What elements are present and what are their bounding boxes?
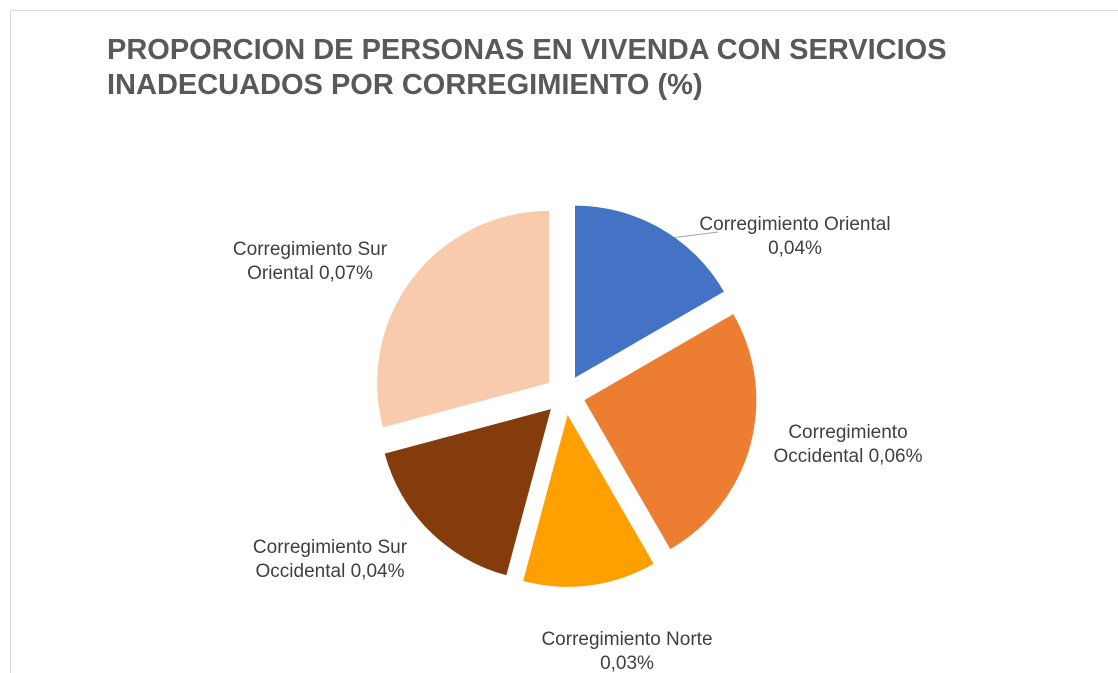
pie-slice (584, 314, 757, 550)
data-label: Corregimiento Sur Occidental 0,04% (230, 536, 430, 584)
pie-slice (523, 414, 654, 587)
pie-slice (377, 210, 550, 428)
category-label: Corregimiento Norte (541, 629, 713, 650)
value-label: 0,04% (350, 561, 405, 582)
data-label: Corregimiento Norte 0,03% (527, 628, 727, 673)
value-label: 0,04% (768, 238, 822, 259)
pie-slice (575, 205, 724, 378)
chart-title: PROPORCION DE PERSONAS EN VIVENDA CON SE… (107, 34, 947, 101)
category-label: Corregimiento Sur Oriental (232, 239, 388, 284)
pie-slice (384, 409, 551, 576)
category-label: Corregimiento Oriental (699, 214, 891, 235)
data-label: Corregimiento Sur Oriental 0,07% (210, 238, 410, 286)
category-label: Corregimiento Occidental (773, 422, 908, 467)
data-label: Corregimiento Oriental 0,04% (695, 213, 895, 261)
value-label: 0,06% (868, 446, 923, 467)
value-label: 0,03% (600, 653, 654, 673)
value-label: 0,07% (318, 263, 373, 284)
data-label: Corregimiento Occidental 0,06% (748, 421, 948, 469)
chart-border (10, 10, 1118, 673)
category-label: Corregimiento Sur Occidental (252, 537, 408, 582)
